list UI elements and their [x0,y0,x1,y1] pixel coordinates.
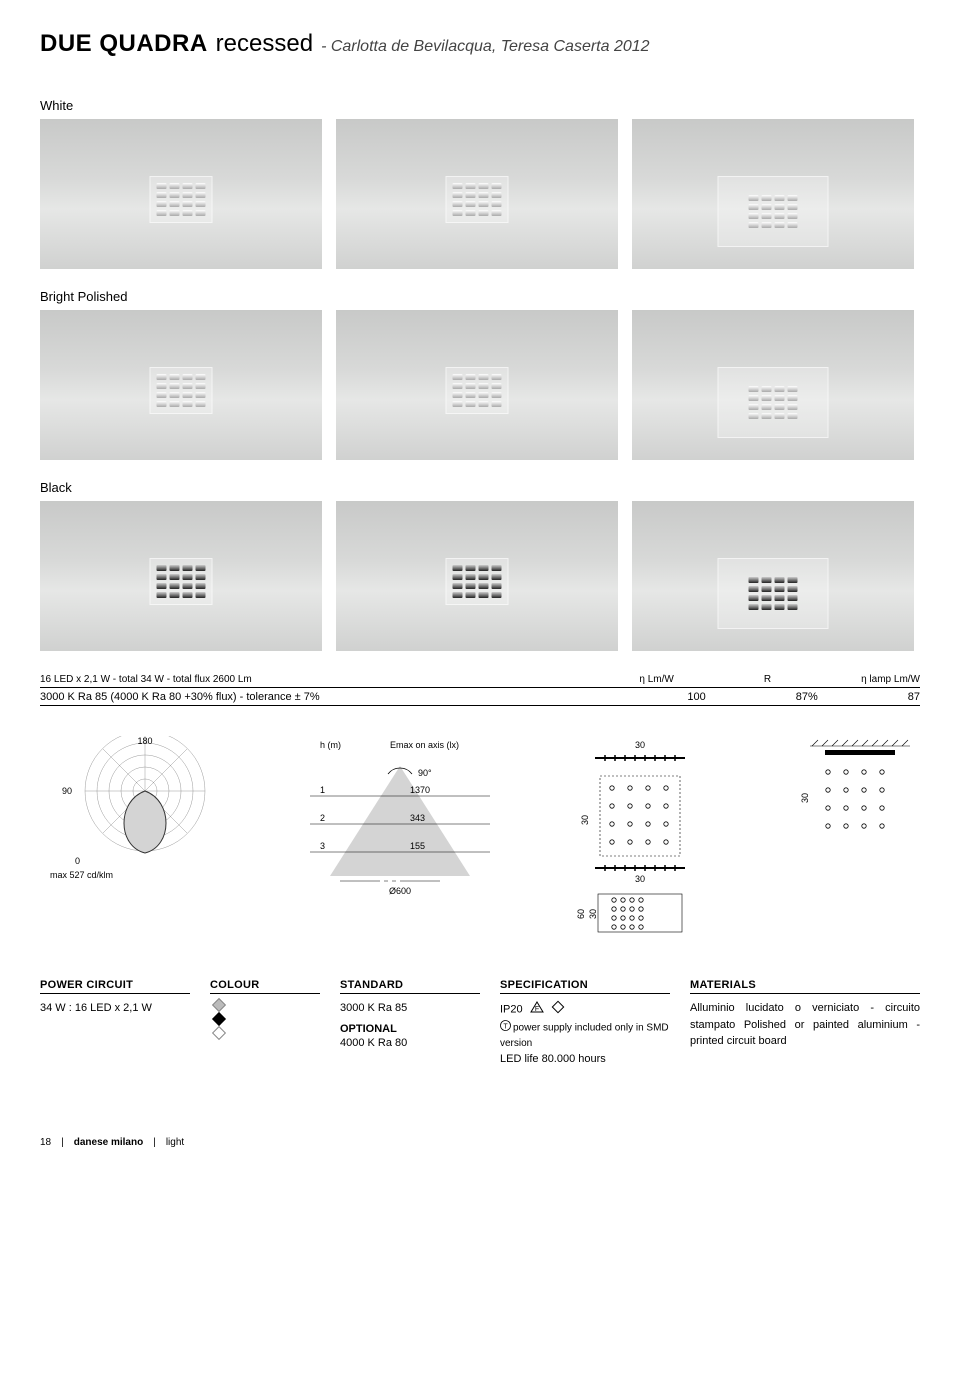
product-name: DUE QUADRA [40,30,208,58]
finish-label: White [40,98,920,113]
cone-h-value: 3 [320,841,325,851]
optional-head: OPTIONAL [340,1023,480,1035]
finish-section: White [40,98,920,269]
cert-diamond-icon [551,1000,565,1020]
dim-bottom-w: 30 [635,874,645,884]
spec-block: 16 LED x 2,1 W - total 34 W - total flux… [40,671,920,706]
polar-180: 180 [137,736,152,746]
dimension-diagram-1: 30 30 30 60 30 [550,736,730,939]
spec-led: LED life 80.000 hours [500,1051,670,1068]
polar-max: max 527 cd/klm [50,870,113,880]
polar-90: 90 [62,786,72,796]
svg-text:F: F [535,1006,539,1013]
polar-diagram: 180 90 0 max 527 cd/klm [40,736,250,909]
cone-emax-label: Emax on axis (lx) [390,740,459,750]
swatch-black-icon [212,1012,226,1026]
footer-page: 18 [40,1137,51,1148]
cone-diagram: h (m) Emax on axis (lx) 90° 1 1370 2 343 3 15… [290,736,510,909]
optional-val: 4000 K Ra 80 [340,1035,480,1052]
cone-angle: 90° [418,768,432,778]
dim-top-h: 30 [635,740,645,750]
spec-head-col3: η lamp Lm/W [861,674,920,685]
spec-ip: IP20 [500,1004,523,1016]
spec-header-line: 16 LED x 2,1 W - total 34 W - total flux… [40,671,920,688]
spec-line1-left: 16 LED x 2,1 W - total 34 W - total flux… [40,674,580,685]
cone-h-label: h (m) [320,740,341,750]
swatch-white-icon [212,1026,226,1040]
standard-val: 3000 K Ra 85 [340,1000,480,1017]
spec-head: SPECIFICATION [500,979,670,994]
power-val: 34 W : 16 LED x 2,1 W [40,1000,190,1017]
dim-side-w: 30 [580,815,590,825]
cone-h-value: 2 [320,813,325,823]
technical-row: 180 90 0 max 527 cd/klm h (m) Emax on ax… [40,736,920,939]
bottom-table: POWER CIRCUIT 34 W : 16 LED x 2,1 W COLO… [40,979,920,1067]
finish-section: Black [40,480,920,651]
spec-val-col3: 87 [908,691,920,703]
finish-image [632,310,914,460]
finish-image [40,310,322,460]
finish-image [336,501,618,651]
spec-head-col1: η Lm/W [639,674,673,685]
swatch-grey-icon [212,998,226,1012]
cone-h-value: 1 [320,785,325,795]
finishes-container: White Bright Polished Black [40,98,920,651]
materials-head: MATERIALS [690,979,920,994]
page-header: DUE QUADRA recessed - Carlotta de Bevila… [40,30,920,58]
cert-triangle-icon: F [530,1001,544,1019]
cone-e-value: 1370 [410,785,430,795]
cone-e-value: 343 [410,813,425,823]
dim2-side: 30 [800,793,810,803]
cone-width: Ø600 [389,886,411,896]
spec-ip-line: IP20 F [500,1000,670,1020]
footer-brand: danese milano [74,1137,143,1148]
finish-image [632,119,914,269]
spec-power-line: T power supply included only in SMD vers… [500,1020,670,1051]
cone-e-value: 155 [410,841,425,851]
power-head: POWER CIRCUIT [40,979,190,994]
finish-label: Bright Polished [40,289,920,304]
page-footer: 18 danese milano light [40,1137,920,1148]
product-designers: - Carlotta de Bevilacqua, Teresa Caserta… [321,38,649,56]
dim-box-h: 60 [576,909,586,919]
finish-image [40,501,322,651]
spec-head-col2: R [764,674,771,685]
materials-val: Alluminio lucidato o verniciato - circui… [690,1000,920,1050]
finish-image [336,310,618,460]
footer-section: light [166,1137,184,1148]
dim-box-inner: 30 [588,909,598,919]
svg-text:T: T [503,1023,508,1030]
finish-image [40,119,322,269]
spec-power: power supply included only in SMD versio… [500,1022,669,1048]
product-variant: recessed [216,30,313,58]
colour-swatches [210,1000,320,1038]
finish-image [632,501,914,651]
dimension-diagram-2: 30 [770,736,950,869]
finish-image [336,119,618,269]
standard-head: STANDARD [340,979,480,994]
finish-section: Bright Polished [40,289,920,460]
cert-t-icon: T [500,1020,511,1036]
polar-0: 0 [75,856,80,866]
spec-value-line: 3000 K Ra 85 (4000 K Ra 80 +30% flux) - … [40,688,920,706]
spec-val-col1: 100 [687,691,705,703]
finish-label: Black [40,480,920,495]
spec-line2-left: 3000 K Ra 85 (4000 K Ra 80 +30% flux) - … [40,691,580,703]
spec-val-col2: 87% [796,691,818,703]
colour-head: COLOUR [210,979,320,994]
